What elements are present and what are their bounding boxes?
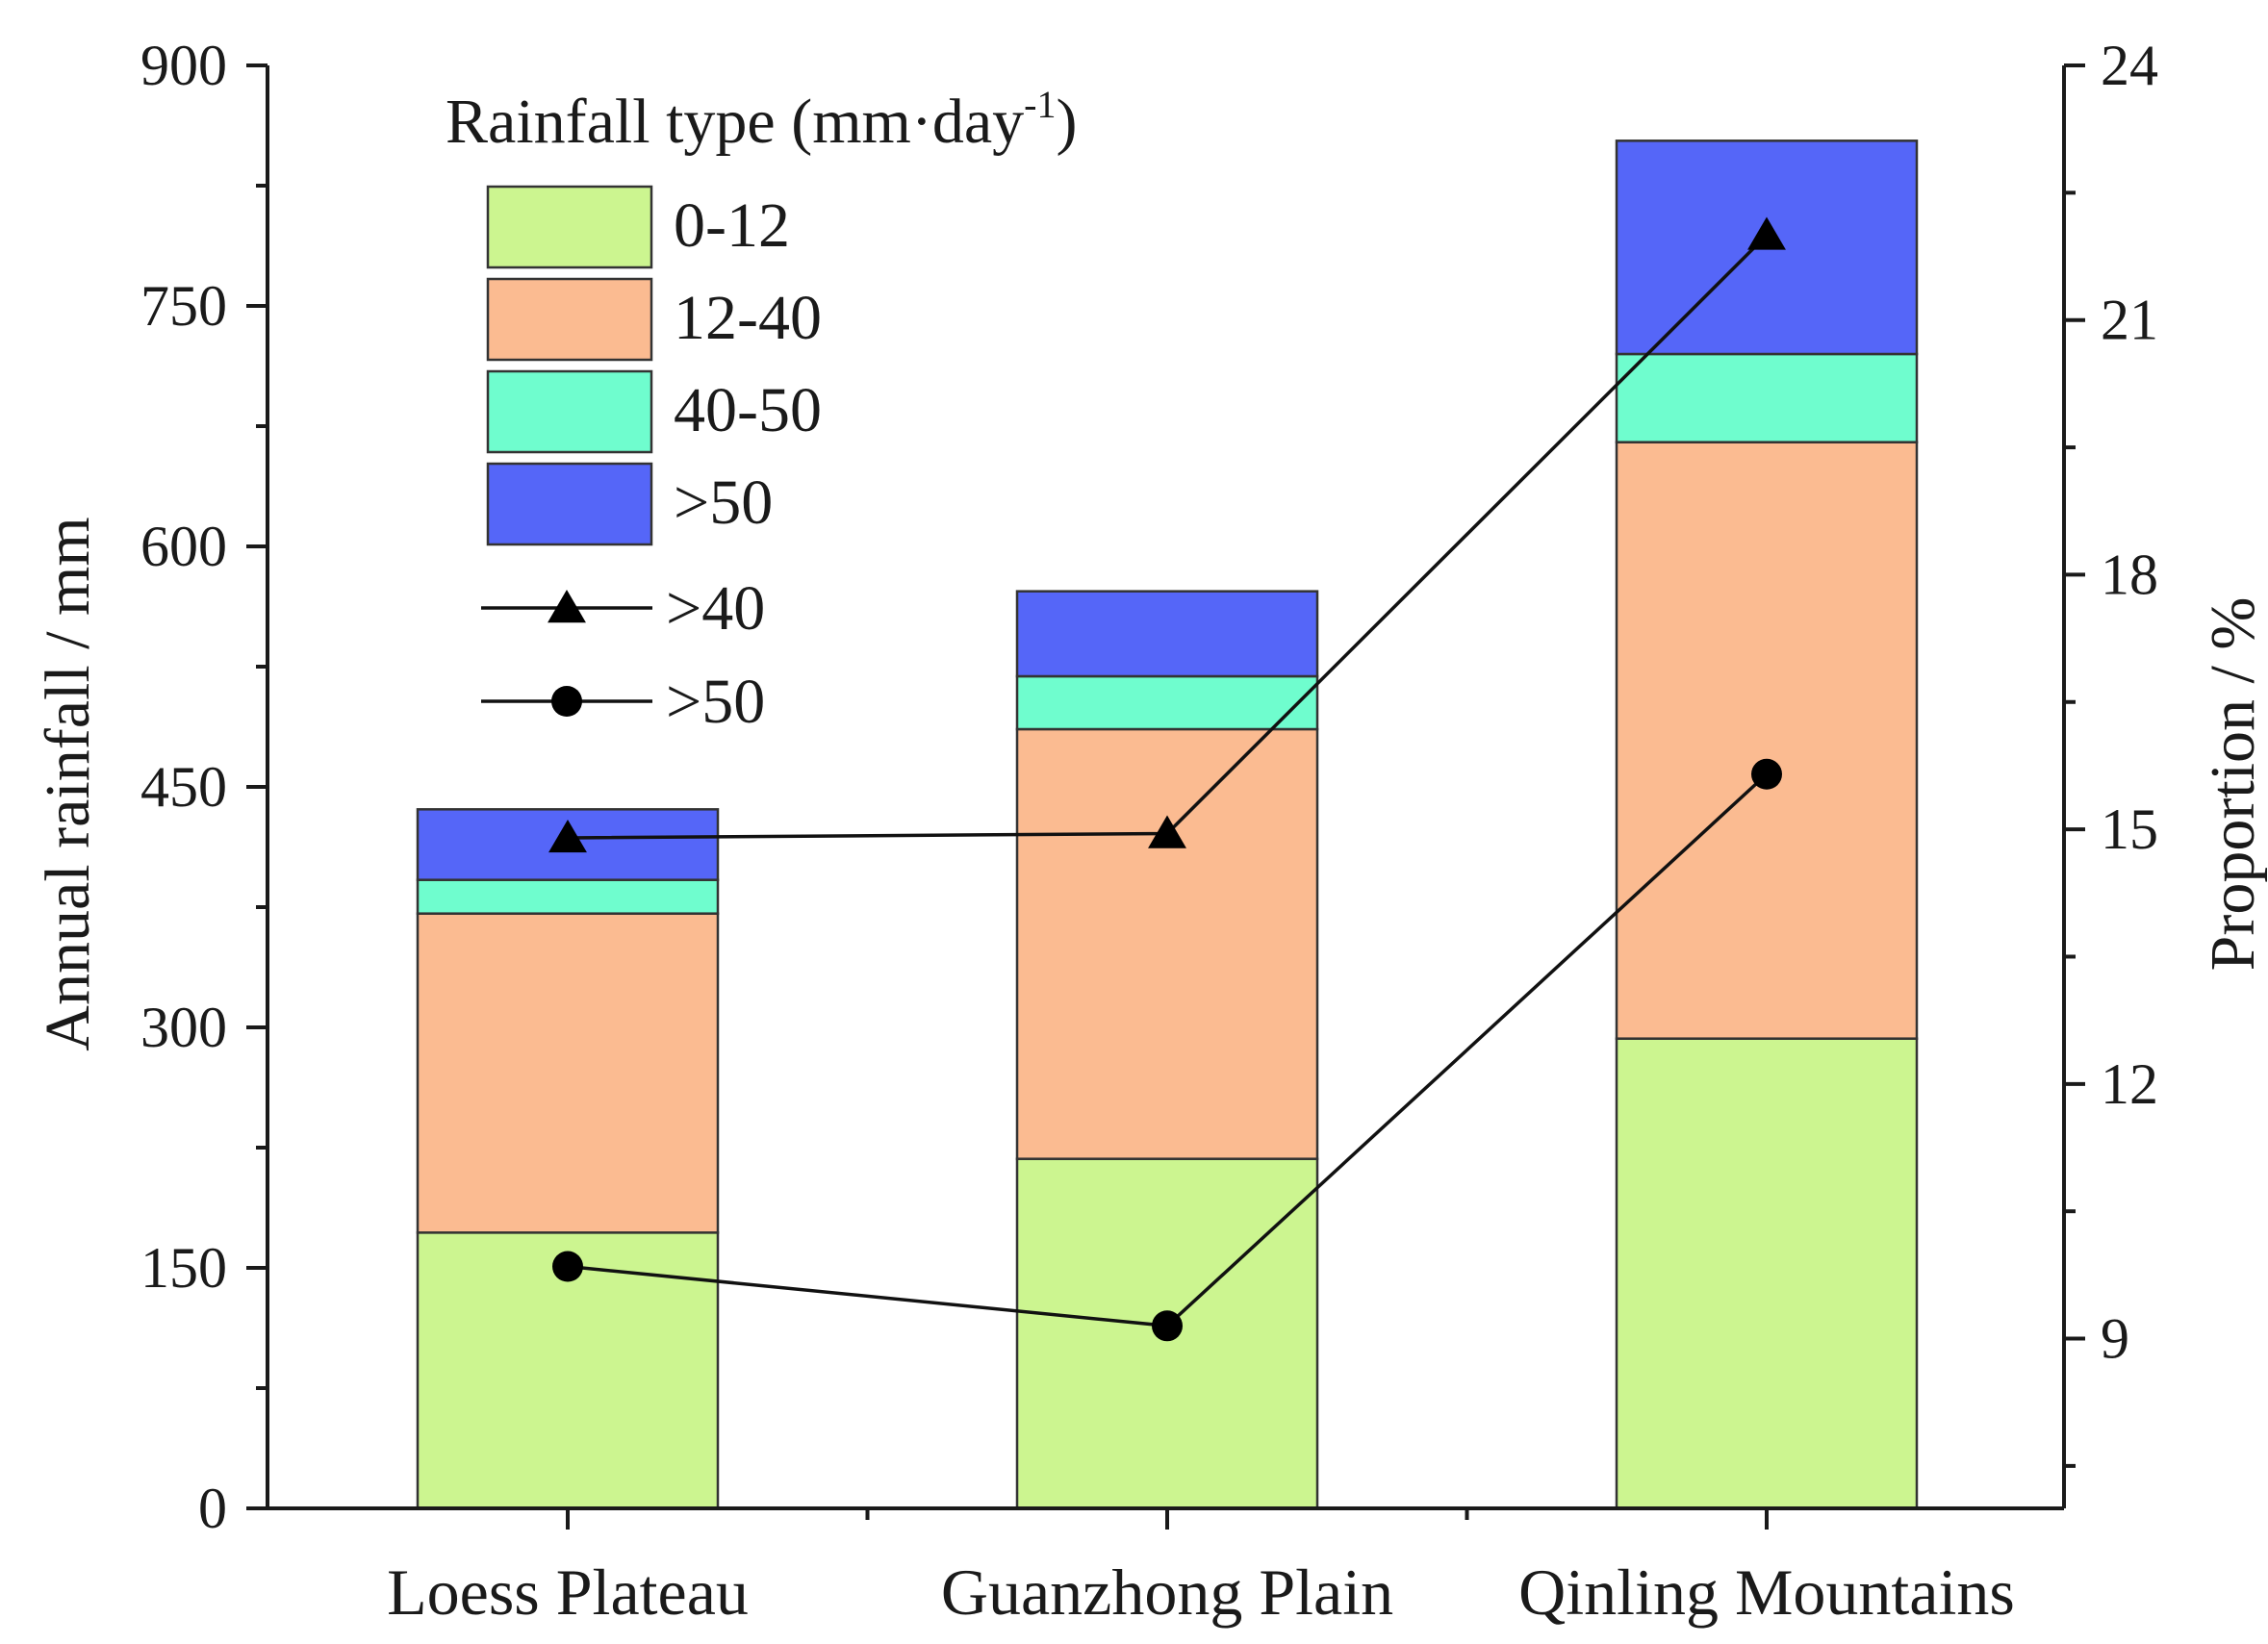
bar-1-segment-3 — [416, 878, 720, 915]
legend-label: 12-40 — [674, 283, 822, 353]
legend-title: Rainfall type (mm·day-1) — [446, 83, 1077, 157]
x-category-label: Loess Plateau — [387, 1555, 749, 1629]
bar-3-segment-3 — [1615, 352, 1919, 443]
y2-axis-title: Proportion / % — [2198, 597, 2268, 972]
legend-swatch-2 — [486, 277, 653, 362]
y-tick-label: 150 — [140, 1236, 227, 1300]
axes: 0 150 300 450 600 750 900 9 12 15 18 21 24 Loess Plat… — [140, 34, 2158, 1629]
y2-tick-label: 9 — [2101, 1307, 2129, 1371]
y-tick-label: 450 — [140, 755, 227, 819]
y-axis-title: Annual rainfall / mm — [33, 517, 103, 1050]
y-tick-label: 750 — [140, 274, 227, 338]
y-tick-label: 0 — [198, 1477, 227, 1540]
x-category-label: Qinling Mountains — [1518, 1555, 2015, 1629]
y2-tick-label: 21 — [2101, 289, 2158, 352]
y-tick-label: 900 — [140, 34, 227, 97]
legend-marker-1 — [548, 590, 586, 623]
bar-2-segment-4 — [1015, 590, 1319, 678]
legend-swatch-4 — [486, 462, 653, 546]
line-2-point-3 — [1751, 758, 1782, 790]
bar-1-segment-2 — [416, 912, 720, 1234]
line-1-point-1 — [548, 819, 587, 853]
y2-tick-label: 18 — [2101, 543, 2158, 606]
legend-swatch-1 — [486, 185, 653, 269]
line-2-point-2 — [1152, 1310, 1183, 1342]
y-tick-label: 600 — [140, 515, 227, 578]
legend-swatch-3 — [486, 369, 653, 454]
legend: Rainfall type (mm·day-1) 0-12 12-40 40-50 >… — [446, 83, 1077, 737]
legend-label: 0-12 — [674, 190, 790, 261]
y2-tick-label: 15 — [2101, 797, 2158, 861]
y2-tick-label: 24 — [2101, 34, 2158, 97]
legend-label: >50 — [674, 468, 773, 538]
line-1-point-2 — [1148, 815, 1186, 848]
bar-3-segment-2 — [1615, 441, 1919, 1040]
legend-title-superscript: -1 — [1024, 83, 1056, 126]
legend-line-label: >50 — [666, 667, 765, 737]
bar-group — [416, 139, 1919, 1510]
bar-2-segment-2 — [1015, 727, 1319, 1160]
bar-3-segment-1 — [1615, 1037, 1919, 1510]
line-group — [548, 216, 1786, 1342]
legend-label: 40-50 — [674, 375, 822, 445]
y-tick-label: 300 — [140, 996, 227, 1059]
bar-2-segment-3 — [1015, 674, 1319, 731]
legend-line-label: >40 — [666, 573, 765, 644]
line-1-point-3 — [1747, 216, 1786, 250]
y2-tick-label: 12 — [2101, 1052, 2158, 1116]
x-category-label: Guanzhong Plain — [941, 1555, 1393, 1629]
legend-marker-2 — [551, 686, 582, 717]
line-2-point-1 — [552, 1251, 583, 1282]
